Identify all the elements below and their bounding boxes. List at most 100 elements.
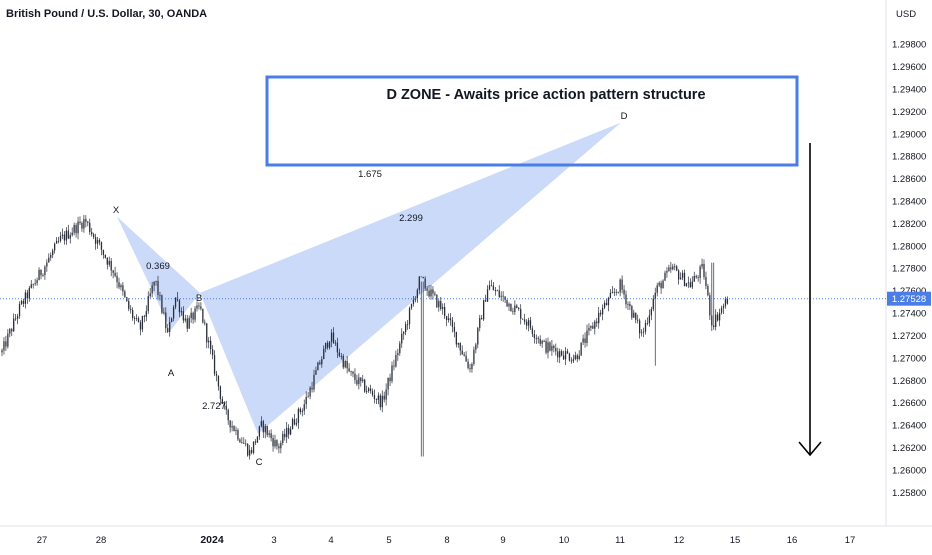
candle-body [102,249,105,255]
candle-body [83,219,85,229]
candle-body [656,285,658,293]
point-label-a: A [168,368,175,379]
candle-body [36,280,38,284]
currency-label[interactable]: USD [896,9,916,20]
candle-body [463,354,465,356]
point-label-x: X [113,205,120,216]
candle-body [473,349,475,364]
candle-body [434,293,436,295]
candle-body [77,221,79,234]
candle-body [63,234,66,241]
candle-body [213,355,216,374]
candle-body [313,374,315,390]
candle-body [202,308,204,323]
candle-body [387,377,389,390]
candle-body [55,240,58,244]
candle-body [135,318,138,319]
candle-body [674,266,676,268]
time-tick-label: 28 [96,535,107,546]
candle-body [338,352,340,357]
candle-body [169,321,171,332]
candle-body [282,433,284,443]
candle-body [416,289,418,300]
candle-body [471,363,473,370]
candle-body [590,325,592,328]
candle-body [330,332,333,342]
price-tick-label: 1.28600 [892,174,926,185]
candle-body [644,323,647,332]
candle-body [332,332,335,344]
candle-body [492,285,495,291]
candle-body [159,294,161,296]
candle-body [631,306,633,318]
candle-body [652,298,654,310]
candle-body [598,312,600,324]
candle-body [658,282,660,286]
candle-body [116,275,118,283]
last-price-badge: 1.27528 [887,291,931,306]
candle-body [182,311,184,321]
candle-body [428,290,430,297]
candle-body [375,399,378,400]
candle-body [668,267,670,272]
candle-body [190,312,192,319]
candle-body [640,332,643,334]
candle-body [486,289,489,302]
candle-body [171,318,173,322]
candle-body [9,329,11,334]
candle-body [194,308,196,320]
candle-body [46,262,48,267]
price-tick-label: 1.28000 [892,241,926,252]
candle-body [549,342,551,351]
candle-body [672,266,674,270]
candle-body [514,305,516,312]
candle-body [106,257,108,265]
candle-body [621,279,623,290]
candle-body [654,292,656,299]
time-tick-label: 17 [845,535,856,546]
price-tick-label: 1.29200 [892,107,926,118]
time-tick-label: 12 [674,535,685,546]
point-label-c: C [256,457,263,468]
candle-body [32,284,34,285]
candle-body [570,360,573,362]
candle-body [352,371,354,374]
candle-body [451,320,454,327]
candle-body [297,408,300,423]
candle-body [100,242,103,250]
price-axis[interactable]: 1.29800 1.29600 1.29400 1.29200 1.29000 1.288… [892,40,926,499]
candle-body [424,278,426,289]
candle-body [340,355,342,357]
candle-body [59,236,62,241]
time-tick-label: 5 [386,535,391,546]
candle-body [161,295,163,313]
candle-body [539,338,541,344]
candle-body [73,225,75,233]
candle-body [722,306,725,309]
candle-body [40,269,42,276]
time-axis[interactable]: 27 28 2024 3 4 5 8 9 10 11 12 15 16 17 [37,534,856,546]
candle-body [683,272,686,287]
candle-body [87,221,89,223]
candle-body [89,222,91,233]
candle-body [666,271,668,273]
candle-body [615,291,617,293]
price-tick-label: 1.28200 [892,219,926,230]
candle-body [223,403,225,406]
price-tick-label: 1.29000 [892,129,926,140]
candle-body [153,281,155,286]
candle-body [707,286,709,296]
candle-body [104,254,106,258]
candle-body [586,330,588,343]
candle-body [215,373,218,376]
candle-body [520,309,522,319]
candle-body [391,365,393,382]
candle-body [726,299,729,304]
candle-body [65,230,67,241]
candle-body [93,234,95,238]
candle-body [504,296,506,300]
candle-body [383,395,385,400]
candle-body [61,234,64,237]
candle-body [720,308,723,313]
candle-body [315,370,317,375]
